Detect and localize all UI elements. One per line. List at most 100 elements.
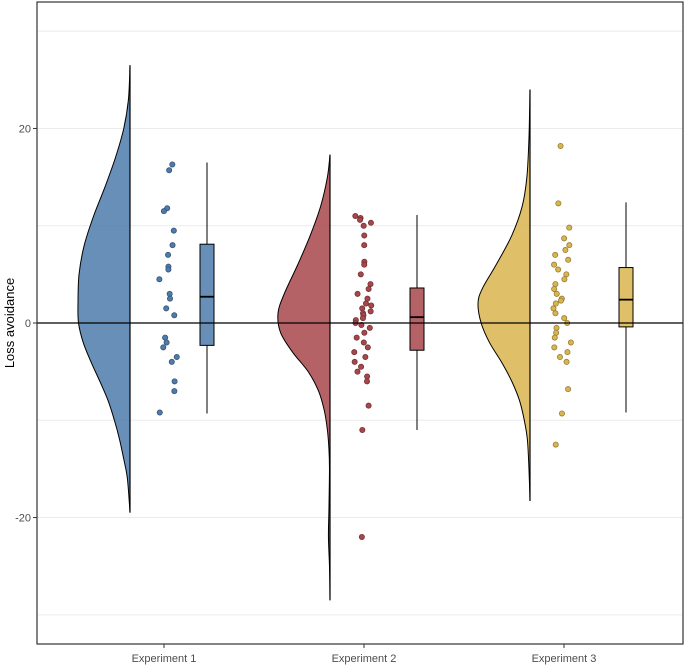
data-point bbox=[367, 308, 374, 315]
data-point bbox=[551, 344, 558, 351]
data-point bbox=[553, 329, 560, 336]
data-point bbox=[563, 271, 570, 278]
data-point bbox=[354, 368, 361, 375]
data-point bbox=[550, 305, 557, 312]
data-point bbox=[565, 256, 572, 263]
data-point bbox=[358, 321, 365, 328]
y-tick-label: -20 bbox=[15, 513, 31, 525]
data-point bbox=[552, 281, 559, 288]
data-point bbox=[557, 297, 564, 304]
data-point bbox=[351, 349, 358, 356]
data-point bbox=[168, 358, 175, 365]
boxplots bbox=[199, 162, 634, 430]
data-point bbox=[166, 295, 173, 302]
data-point bbox=[361, 232, 368, 239]
data-point bbox=[556, 354, 563, 361]
data-point bbox=[166, 290, 173, 297]
data-point bbox=[561, 315, 568, 322]
box-body-2 bbox=[409, 287, 425, 351]
data-point bbox=[562, 247, 569, 254]
box-body-1 bbox=[199, 243, 215, 346]
data-point bbox=[351, 358, 358, 365]
data-point bbox=[358, 534, 365, 541]
data-point bbox=[166, 167, 173, 174]
data-point bbox=[170, 227, 177, 234]
data-point bbox=[360, 339, 367, 346]
data-point bbox=[169, 242, 176, 249]
data-point bbox=[156, 276, 163, 283]
data-point bbox=[165, 266, 172, 273]
data-point bbox=[561, 235, 568, 242]
data-point bbox=[163, 339, 170, 346]
data-point bbox=[358, 363, 365, 370]
data-point bbox=[171, 378, 178, 385]
data-point bbox=[352, 212, 359, 219]
data-point bbox=[368, 302, 375, 309]
data-point bbox=[365, 285, 372, 292]
data-point bbox=[552, 300, 559, 307]
data-point bbox=[357, 216, 364, 223]
data-point bbox=[551, 334, 558, 341]
data-point bbox=[567, 339, 574, 346]
data-point bbox=[171, 312, 178, 319]
data-point bbox=[566, 242, 573, 249]
data-point bbox=[171, 388, 178, 395]
data-point bbox=[555, 200, 562, 207]
data-point bbox=[366, 324, 373, 331]
data-point bbox=[363, 378, 370, 385]
data-point bbox=[362, 300, 369, 307]
x-tick-label: Experiment 3 bbox=[532, 653, 597, 665]
data-point bbox=[364, 373, 371, 380]
data-point bbox=[553, 290, 560, 297]
data-point bbox=[160, 344, 167, 351]
data-point bbox=[360, 222, 367, 229]
data-point bbox=[551, 261, 558, 268]
data-point bbox=[361, 329, 368, 336]
data-point bbox=[364, 295, 371, 302]
data-point bbox=[367, 219, 374, 226]
y-tick-label: 20 bbox=[19, 123, 31, 135]
x-tick-label: Experiment 1 bbox=[132, 653, 197, 665]
jittered-points bbox=[156, 142, 574, 541]
data-point bbox=[558, 410, 565, 417]
data-point bbox=[359, 305, 366, 312]
y-tick-label: 0 bbox=[25, 318, 31, 330]
data-point bbox=[551, 285, 558, 292]
y-axis-title: Loss avoidance bbox=[2, 278, 17, 368]
density-cloud-2 bbox=[277, 154, 331, 601]
box-body-3 bbox=[618, 267, 634, 328]
data-point bbox=[552, 310, 559, 317]
data-point bbox=[553, 324, 560, 331]
data-point bbox=[566, 224, 573, 231]
data-point bbox=[354, 290, 361, 297]
data-point bbox=[563, 358, 570, 365]
data-point bbox=[162, 334, 169, 341]
x-tick-label: Experiment 2 bbox=[332, 653, 397, 665]
data-point bbox=[165, 251, 172, 258]
data-point bbox=[357, 271, 364, 278]
data-point bbox=[169, 161, 176, 168]
data-point bbox=[361, 261, 368, 268]
data-point bbox=[353, 334, 360, 341]
x-axis-ticks: Experiment 1 Experiment 2 Experiment 3 bbox=[132, 644, 597, 665]
data-point bbox=[555, 266, 562, 273]
data-point bbox=[361, 242, 368, 249]
data-point bbox=[367, 281, 374, 288]
data-point bbox=[364, 344, 371, 351]
y-axis-ticks: -20 0 20 bbox=[15, 123, 37, 525]
data-point bbox=[163, 305, 170, 312]
data-point bbox=[564, 349, 571, 356]
data-point bbox=[552, 441, 559, 448]
data-point bbox=[565, 386, 572, 393]
data-point bbox=[173, 354, 180, 361]
data-point bbox=[365, 402, 372, 409]
data-point bbox=[156, 409, 163, 416]
data-point bbox=[557, 142, 564, 149]
data-point bbox=[359, 315, 366, 322]
data-point bbox=[362, 354, 369, 361]
density-clouds bbox=[77, 65, 531, 601]
data-point bbox=[359, 426, 366, 433]
data-point bbox=[552, 251, 559, 258]
data-point bbox=[561, 276, 568, 283]
